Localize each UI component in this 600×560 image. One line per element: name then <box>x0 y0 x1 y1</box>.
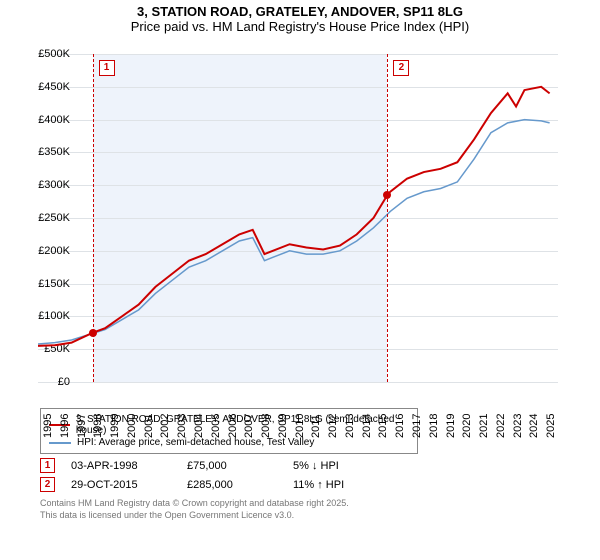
x-axis-label: 2023 <box>512 414 524 438</box>
x-axis-label: 2019 <box>445 414 457 438</box>
legend-label-hpi: HPI: Average price, semi-detached house,… <box>77 437 314 448</box>
x-axis-label: 2017 <box>411 414 423 438</box>
chart-marker-1: 1 <box>99 60 115 76</box>
x-axis-label: 2002 <box>159 414 171 438</box>
x-axis-label: 2018 <box>428 414 440 438</box>
x-axis-label: 2005 <box>210 414 222 438</box>
x-axis-label: 1999 <box>109 414 121 438</box>
x-axis-label: 2008 <box>260 414 272 438</box>
chart-title-line2: Price paid vs. HM Land Registry's House … <box>0 19 600 34</box>
marker-2-icon: 2 <box>40 477 55 492</box>
x-axis-label: 2013 <box>344 414 356 438</box>
chart-title-line1: 3, STATION ROAD, GRATELEY, ANDOVER, SP11… <box>0 0 600 19</box>
table-row: 1 03-APR-1998 £75,000 5% ↓ HPI <box>40 458 600 473</box>
footnote-line2: This data is licensed under the Open Gov… <box>40 510 600 522</box>
x-axis-label: 2024 <box>528 414 540 438</box>
x-axis-label: 1996 <box>59 414 71 438</box>
x-axis-label: 2003 <box>176 414 188 438</box>
x-axis-label: 2000 <box>126 414 138 438</box>
data-point-table: 1 03-APR-1998 £75,000 5% ↓ HPI 2 29-OCT-… <box>40 458 600 492</box>
chart-marker-2: 2 <box>393 60 409 76</box>
x-axis-label: 2004 <box>193 414 205 438</box>
x-axis-label: 2011 <box>310 414 322 438</box>
x-axis-label: 1997 <box>76 414 88 438</box>
footnote-line1: Contains HM Land Registry data © Crown c… <box>40 498 600 510</box>
x-axis-label: 2020 <box>461 414 473 438</box>
x-axis-label: 2016 <box>394 414 406 438</box>
marker-1-icon: 1 <box>40 458 55 473</box>
price-cell: £285,000 <box>187 479 277 491</box>
chart-plot-area: £0£50K£100K£150K£200K£250K£300K£350K£400… <box>38 40 598 400</box>
date-cell: 03-APR-1998 <box>71 460 171 472</box>
x-axis-label: 2009 <box>277 414 289 438</box>
x-axis-label: 1995 <box>42 414 54 438</box>
footnote: Contains HM Land Registry data © Crown c… <box>40 498 600 521</box>
diff-cell: 11% ↑ HPI <box>293 479 344 491</box>
x-axis-label: 1998 <box>92 414 104 438</box>
x-axis-label: 2021 <box>478 414 490 438</box>
diff-cell: 5% ↓ HPI <box>293 460 339 472</box>
x-axis-label: 2010 <box>294 414 306 438</box>
x-axis-label: 2007 <box>243 414 255 438</box>
x-axis-label: 2022 <box>495 414 507 438</box>
x-axis-label: 2014 <box>361 414 373 438</box>
legend-swatch-hpi <box>49 442 71 444</box>
x-axis-label: 2015 <box>377 414 389 438</box>
x-axis-label: 2012 <box>327 414 339 438</box>
x-axis-label: 2006 <box>227 414 239 438</box>
price-cell: £75,000 <box>187 460 277 472</box>
table-row: 2 29-OCT-2015 £285,000 11% ↑ HPI <box>40 477 600 492</box>
date-cell: 29-OCT-2015 <box>71 479 171 491</box>
x-axis-label: 2025 <box>545 414 557 438</box>
x-axis-label: 2001 <box>143 414 155 438</box>
